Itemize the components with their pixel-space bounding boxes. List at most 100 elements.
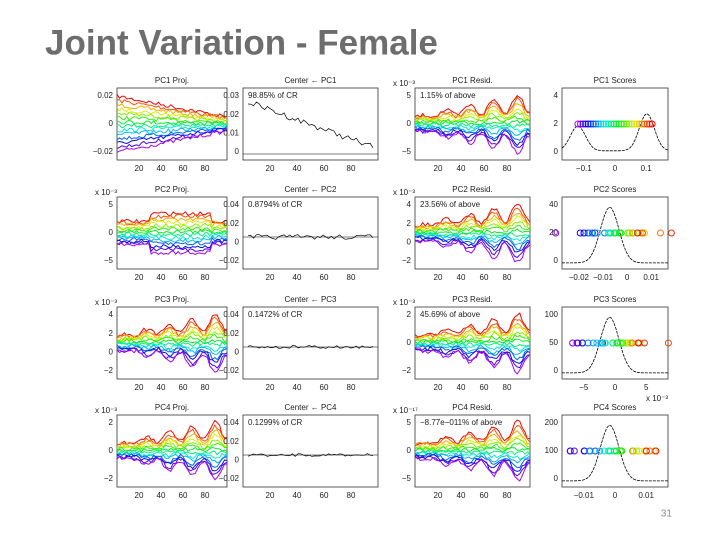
curve <box>116 348 228 373</box>
panel-note: 45.69% of above <box>420 310 481 319</box>
curve <box>116 449 228 456</box>
x-tick-label: 60 <box>480 383 489 392</box>
curve <box>414 108 531 123</box>
y-tick-label: 0.02 <box>223 437 239 446</box>
y-tick-label: 50 <box>549 338 558 347</box>
panel-title: PC2 Proj. <box>155 185 189 194</box>
curve <box>116 326 228 341</box>
panel-title: PC4 Proj. <box>155 403 189 412</box>
curve <box>414 318 531 339</box>
curve <box>414 94 531 119</box>
x-tick-label: 5 <box>644 383 649 392</box>
curve <box>116 347 228 369</box>
curve <box>116 341 228 348</box>
curve <box>116 93 228 118</box>
score-point <box>577 120 584 128</box>
x-tick-label: 0 <box>613 491 618 500</box>
curve <box>116 211 228 224</box>
panel: PC2 Scores 40 20 0 −0.02 −0.01 0 0.01 <box>549 185 675 282</box>
x-tick-label: −0.01 <box>574 491 595 500</box>
y-tick-label: 2 <box>407 310 412 319</box>
y-tick-label: 2 <box>109 329 114 338</box>
y-tick-label: −0.02 <box>219 256 240 265</box>
y-tick-label: 0 <box>235 455 240 464</box>
axis-exponent: x 10⁻³ <box>393 188 415 197</box>
x-tick-label: 40 <box>293 273 302 282</box>
x-tick-label: 40 <box>293 164 302 173</box>
score-point <box>587 120 595 128</box>
score-point <box>609 339 617 347</box>
y-tick-label: 0 <box>407 237 412 246</box>
x-tick-label: 20 <box>434 491 443 500</box>
x-tick-label: 40 <box>157 491 166 500</box>
panel-title: Center ← PC2 <box>284 185 337 194</box>
curve <box>116 439 228 450</box>
y-tick-label: −0.02 <box>219 366 240 375</box>
y-tick-label: 40 <box>549 200 558 209</box>
curve <box>414 128 531 148</box>
curve <box>414 338 531 345</box>
panel: PC1 Resid. 5 0 −5 20 40 60 80 x 10⁻³ 1.15% of abo… <box>393 76 531 173</box>
score-point <box>579 120 587 128</box>
axis-exponent: x 10⁻³ <box>95 298 117 307</box>
axis-exponent: x 10⁻³ <box>646 394 668 403</box>
score-point <box>589 120 597 128</box>
x-tick-label: 80 <box>503 164 512 173</box>
panel-title: PC3 Resid. <box>452 295 492 304</box>
panel-note: −8.77e−011% of above <box>420 418 503 427</box>
x-tick-label: 0 <box>613 383 618 392</box>
x-tick-label: 80 <box>201 273 210 282</box>
curve <box>116 107 228 122</box>
curve <box>414 448 531 456</box>
curve <box>116 451 228 464</box>
y-tick-label: 100 <box>545 446 559 455</box>
panel: PC4 Resid. 5 0 −5 20 40 60 80 x 10⁻¹⁷−8.77e−011%… <box>393 403 531 500</box>
curve <box>414 347 531 375</box>
y-tick-label: 5 <box>407 91 412 100</box>
curve <box>116 103 228 120</box>
x-tick-label: 20 <box>434 273 443 282</box>
y-tick-label: 5 <box>109 200 114 209</box>
score-point <box>638 229 646 237</box>
panel-note: 98.85% of CR <box>248 91 298 100</box>
curve <box>116 123 228 133</box>
x-tick-label: 0 <box>625 273 630 282</box>
y-tick-label: 2 <box>109 418 114 427</box>
score-point <box>667 229 675 237</box>
curve <box>116 442 228 452</box>
y-tick-label: 0 <box>235 147 240 156</box>
curve <box>116 339 228 345</box>
curve <box>117 111 228 124</box>
axis-exponent: x 10⁻³ <box>95 406 117 415</box>
x-tick-label: 60 <box>480 273 489 282</box>
y-tick-label: 0 <box>407 446 412 455</box>
panel: PC4 Scores 200 100 0 −0.01 0 0.01 <box>545 403 669 500</box>
y-tick-label: 4 <box>407 200 412 209</box>
x-tick-label: 0.1 <box>641 164 653 173</box>
page-number: 31 <box>661 509 673 520</box>
x-tick-label: 60 <box>179 491 188 500</box>
y-tick-label: 200 <box>545 418 559 427</box>
score-point <box>641 229 648 237</box>
y-tick-label: 0 <box>554 256 559 265</box>
y-tick-label: 4 <box>109 310 114 319</box>
density-curve <box>562 316 668 374</box>
y-tick-label: 0.03 <box>223 91 239 100</box>
y-tick-label: 0.02 <box>223 329 239 338</box>
panel: PC2 Resid.420−220 40 60 80x 10⁻³23.56% of a… <box>393 185 531 282</box>
score-point <box>612 229 620 237</box>
panel-note: 0.8794% of CR <box>248 200 302 209</box>
curve <box>116 126 228 141</box>
score-point <box>580 229 588 237</box>
score-point <box>570 447 578 455</box>
curve <box>116 343 228 355</box>
panel-title: PC3 Proj. <box>155 295 189 304</box>
score-point <box>597 120 605 128</box>
y-tick-label: 20 <box>549 228 558 237</box>
score-point <box>589 229 596 237</box>
curve <box>414 430 531 447</box>
curve <box>414 221 531 232</box>
score-point <box>625 120 633 128</box>
curve <box>414 450 531 461</box>
x-tick-label: 60 <box>320 491 329 500</box>
